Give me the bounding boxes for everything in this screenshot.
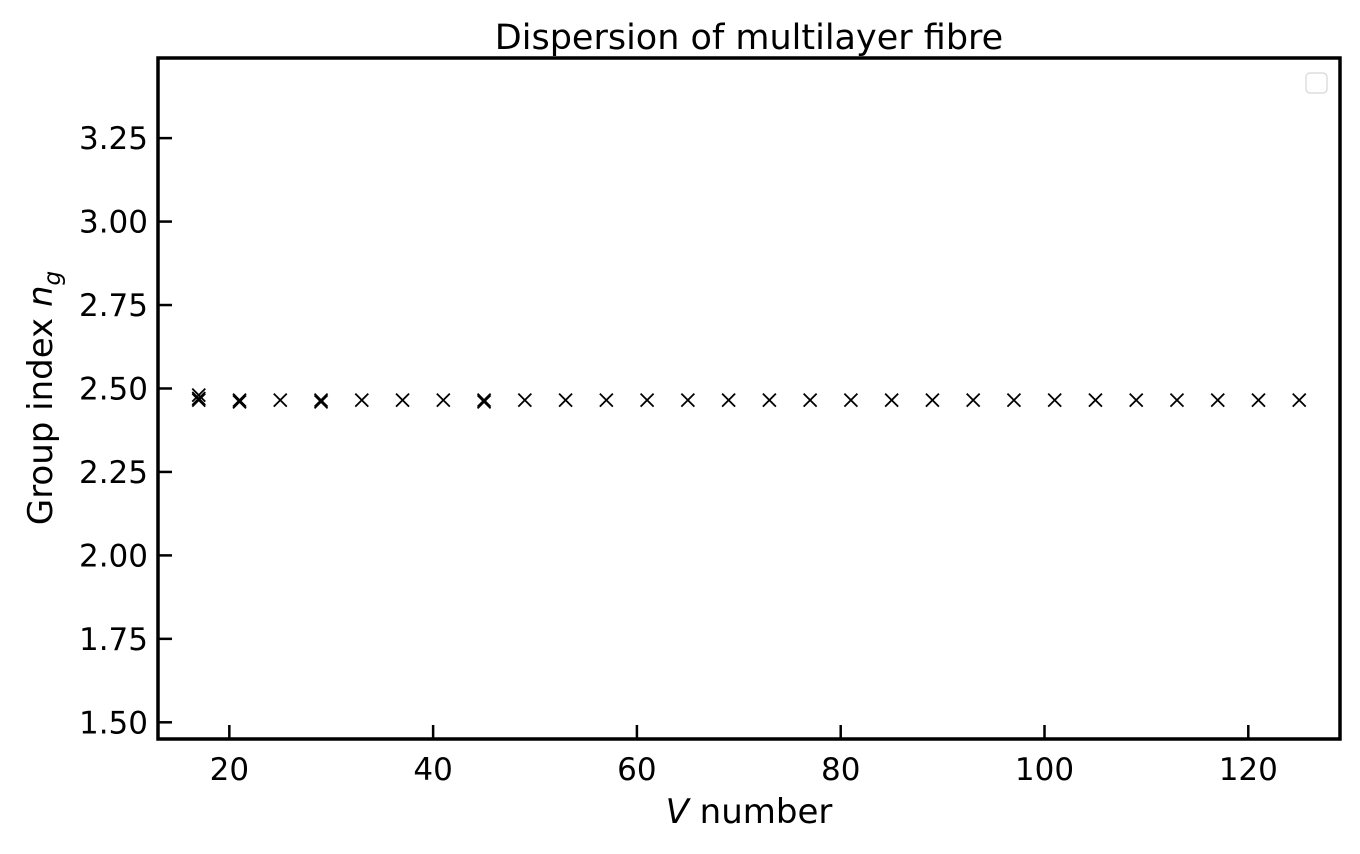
data-point	[232, 393, 247, 408]
data-point	[1047, 393, 1062, 408]
x-axis-title: V number	[666, 792, 833, 832]
x-tick-label: 60	[617, 752, 656, 788]
chart-title: Dispersion of multilayer fibre	[495, 18, 1003, 58]
data-point	[558, 393, 573, 408]
y-tick-label: 2.50	[79, 371, 148, 407]
data-point	[599, 393, 614, 408]
data-point	[191, 391, 206, 406]
data-point	[884, 393, 899, 408]
data-point	[1129, 393, 1144, 408]
data-point	[925, 393, 940, 408]
x-tick-label: 20	[210, 752, 249, 788]
legend-box	[1305, 72, 1328, 94]
data-point	[1088, 393, 1103, 408]
y-tick-label: 3.00	[79, 205, 148, 241]
y-tick-label: 2.75	[79, 288, 148, 324]
data-point	[966, 393, 981, 408]
data-point	[1006, 393, 1022, 408]
data-point	[191, 393, 206, 408]
data-point	[721, 393, 736, 408]
data-point	[354, 393, 369, 408]
data-point	[1292, 393, 1307, 408]
y-tick-label: 3.25	[79, 121, 148, 157]
plot-frame	[156, 56, 1342, 741]
data-point	[436, 393, 451, 408]
y-axis: 1.50 1.75 2.00 2.25 2.50 2.75 3.00 3.25	[79, 121, 172, 741]
data-point	[1210, 393, 1225, 408]
data-point	[843, 393, 859, 408]
data-point	[762, 393, 777, 408]
x-tick-label: 120	[1219, 752, 1278, 788]
y-tick-label: 2.25	[79, 455, 148, 491]
data-point	[232, 394, 247, 409]
data-point	[395, 393, 410, 408]
data-point	[1251, 393, 1266, 408]
y-tick-label: 2.00	[79, 538, 148, 574]
data-point	[517, 393, 532, 408]
y-tick-label: 1.75	[79, 622, 148, 658]
data-point	[273, 393, 288, 408]
data-point	[1169, 393, 1185, 408]
x-tick-label: 40	[413, 752, 452, 788]
data-point	[639, 393, 655, 408]
x-tick-label: 80	[821, 752, 860, 788]
data-point	[313, 394, 329, 409]
y-axis-title: Group index ng	[21, 271, 66, 525]
y-tick-label: 1.50	[79, 705, 148, 741]
x-axis: 20 40 60 80 100 120	[210, 725, 1278, 788]
x-tick-label: 100	[1015, 752, 1074, 788]
data-point	[476, 394, 492, 409]
data-point	[803, 393, 818, 408]
data-points	[191, 388, 1307, 409]
data-point	[313, 393, 329, 408]
data-point	[191, 388, 206, 403]
data-point	[476, 393, 492, 408]
data-point	[680, 393, 695, 408]
